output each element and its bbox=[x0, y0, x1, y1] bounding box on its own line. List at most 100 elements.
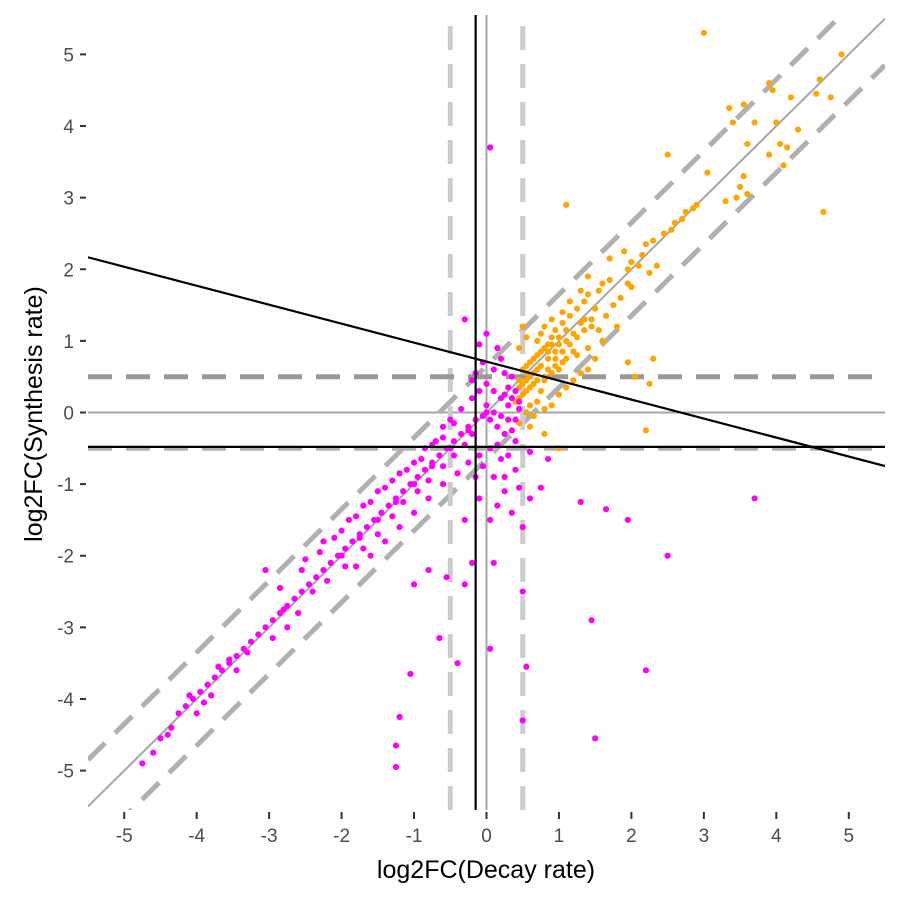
data-point-s1-18 bbox=[476, 387, 483, 395]
data-point-s0-109 bbox=[537, 387, 544, 395]
data-point-s1-159 bbox=[262, 566, 269, 574]
data-point-s1-167 bbox=[374, 516, 381, 524]
data-point-s1-51 bbox=[313, 574, 320, 581]
data-point-s1-82 bbox=[295, 609, 302, 617]
data-point-s0-107 bbox=[526, 402, 534, 409]
data-point-s1-175 bbox=[458, 405, 465, 413]
data-point-s0-100 bbox=[544, 355, 552, 362]
data-point-s0-12 bbox=[776, 140, 784, 148]
data-point-s1-176 bbox=[450, 420, 457, 427]
data-point-s1-71 bbox=[164, 731, 171, 738]
data-point-s0-139 bbox=[563, 355, 570, 362]
x-tick-label: -2 bbox=[333, 826, 350, 847]
data-point-s1-157 bbox=[544, 455, 552, 463]
data-point-s0-146 bbox=[544, 348, 552, 355]
data-point-s1-102 bbox=[381, 484, 389, 491]
data-point-s1-156 bbox=[751, 495, 758, 502]
data-point-s1-144 bbox=[396, 713, 403, 720]
data-point-s1-58 bbox=[262, 624, 269, 631]
data-point-s0-121 bbox=[526, 423, 534, 430]
data-point-s1-139 bbox=[454, 660, 461, 667]
data-point-s1-88 bbox=[389, 513, 396, 520]
data-point-s1-150 bbox=[588, 617, 595, 624]
data-point-s1-52 bbox=[305, 581, 313, 588]
data-point-s1-67 bbox=[197, 688, 204, 695]
data-point-s1-170 bbox=[429, 463, 436, 470]
data-point-s1-31 bbox=[458, 430, 465, 438]
data-point-s1-78 bbox=[233, 667, 240, 674]
data-point-s1-85 bbox=[342, 563, 349, 570]
data-point-s1-0 bbox=[487, 144, 494, 151]
data-point-s1-91 bbox=[425, 477, 432, 484]
data-point-s1-13 bbox=[516, 398, 523, 405]
y-tick-label: 0 bbox=[63, 404, 74, 425]
data-point-s1-160 bbox=[284, 624, 291, 631]
data-point-s0-28 bbox=[689, 205, 697, 212]
data-point-s1-117 bbox=[381, 538, 389, 545]
data-point-s0-51 bbox=[548, 334, 555, 341]
data-point-s1-8 bbox=[501, 370, 508, 377]
y-tick-label: -4 bbox=[57, 690, 74, 711]
data-point-s1-109 bbox=[454, 470, 461, 477]
data-point-s1-75 bbox=[200, 699, 208, 706]
x-tick-label: 4 bbox=[771, 826, 782, 847]
x-tick-label: 0 bbox=[481, 826, 492, 847]
data-point-s1-9 bbox=[508, 373, 515, 380]
data-point-s1-23 bbox=[505, 416, 512, 423]
data-point-s0-38 bbox=[624, 266, 631, 273]
data-point-s0-8 bbox=[726, 105, 733, 112]
y-tick-label: -5 bbox=[57, 762, 74, 783]
data-point-s0-66 bbox=[588, 323, 595, 330]
data-point-s0-5 bbox=[769, 87, 776, 94]
x-tick-label: -5 bbox=[116, 826, 133, 847]
data-point-s1-7 bbox=[490, 366, 497, 373]
data-point-s1-115 bbox=[410, 509, 418, 516]
data-point-s0-17 bbox=[784, 144, 791, 151]
data-point-s1-60 bbox=[247, 638, 255, 645]
data-point-s0-74 bbox=[584, 273, 592, 280]
data-points bbox=[139, 29, 845, 771]
data-point-s0-82 bbox=[599, 337, 606, 344]
data-point-s1-188 bbox=[276, 584, 284, 592]
data-point-s1-161 bbox=[226, 656, 233, 663]
data-point-s1-81 bbox=[280, 606, 287, 613]
data-point-s1-124 bbox=[508, 509, 515, 516]
data-point-s1-143 bbox=[407, 670, 414, 678]
data-point-s1-128 bbox=[487, 516, 494, 524]
y-tick-label: 4 bbox=[63, 117, 74, 138]
data-point-s1-65 bbox=[211, 674, 218, 681]
data-point-s1-27 bbox=[487, 416, 494, 423]
data-point-s1-149 bbox=[537, 484, 544, 491]
data-point-s1-164 bbox=[168, 724, 175, 731]
data-point-s1-53 bbox=[298, 588, 305, 595]
data-point-s1-34 bbox=[436, 452, 443, 459]
data-point-s1-155 bbox=[577, 498, 584, 506]
data-point-s1-74 bbox=[150, 749, 157, 756]
data-point-s1-151 bbox=[642, 667, 650, 674]
data-point-s1-191 bbox=[490, 473, 497, 481]
data-point-s1-11 bbox=[512, 387, 519, 395]
data-point-s1-49 bbox=[327, 559, 334, 567]
y-tick-label: 3 bbox=[63, 189, 74, 210]
data-point-s0-81 bbox=[534, 337, 541, 344]
data-point-s1-158 bbox=[526, 448, 534, 455]
data-point-s0-129 bbox=[631, 373, 639, 380]
data-point-s1-193 bbox=[512, 438, 519, 445]
data-point-s1-110 bbox=[465, 459, 472, 466]
data-point-s0-4 bbox=[765, 79, 773, 87]
data-point-s1-172 bbox=[465, 427, 472, 434]
data-point-s1-1 bbox=[461, 316, 468, 323]
data-point-s1-194 bbox=[508, 427, 515, 434]
data-point-s1-50 bbox=[320, 566, 327, 574]
data-point-s1-145 bbox=[392, 742, 400, 749]
data-point-s0-122 bbox=[541, 430, 548, 438]
data-point-s0-130 bbox=[624, 359, 631, 366]
data-point-s0-16 bbox=[765, 151, 773, 158]
fit-lines bbox=[88, 15, 885, 810]
data-point-s1-97 bbox=[410, 459, 418, 466]
data-point-s1-137 bbox=[410, 581, 418, 588]
x-tick-label: 3 bbox=[699, 826, 710, 847]
data-point-s0-45 bbox=[584, 291, 592, 298]
data-point-s0-2 bbox=[813, 90, 820, 97]
data-point-s1-21 bbox=[490, 409, 497, 416]
